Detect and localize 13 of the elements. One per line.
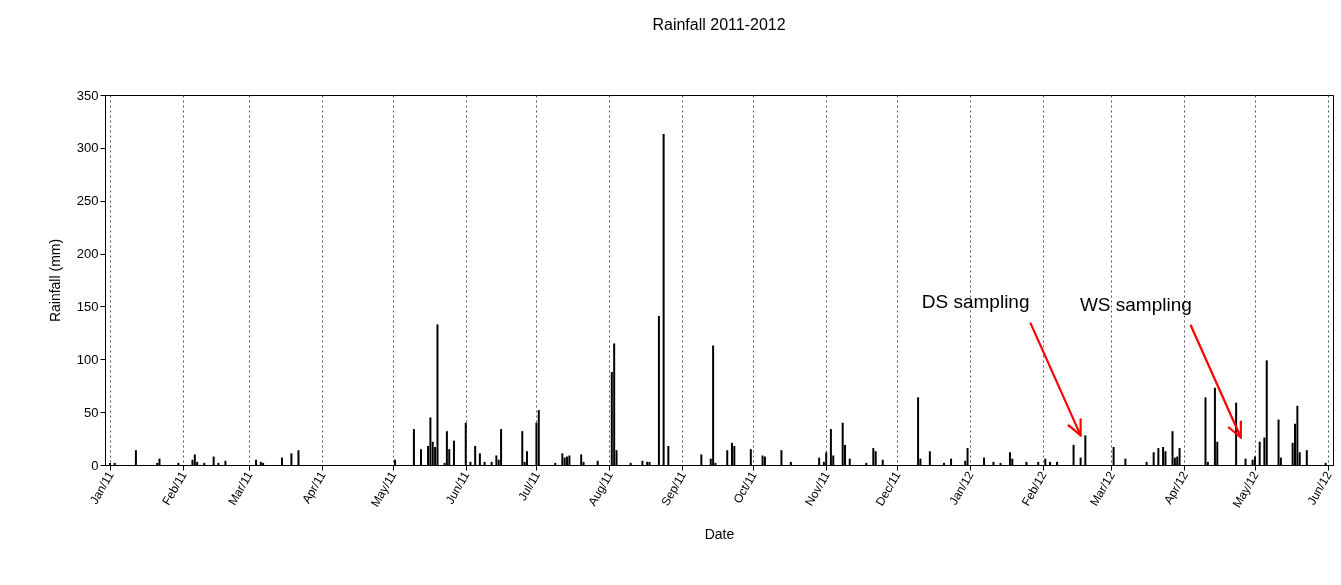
- y-tick-label: 300: [76, 140, 99, 156]
- annotation: WS sampling: [1079, 293, 1192, 315]
- y-tick-label: 150: [76, 298, 99, 314]
- annotation: DS sampling: [921, 291, 1030, 313]
- y-tick-label: 0: [91, 457, 99, 473]
- y-tick-label: 200: [76, 246, 99, 262]
- y-tick-label: 250: [76, 193, 99, 209]
- y-axis-title: Rainfall (mm): [46, 238, 63, 323]
- y-tick-label: 350: [76, 87, 99, 103]
- y-tick-label: 50: [84, 404, 99, 420]
- x-axis-title: Date: [704, 525, 735, 542]
- chart-title: Rainfall 2011-2012: [652, 16, 786, 33]
- y-tick-label: 100: [76, 351, 99, 367]
